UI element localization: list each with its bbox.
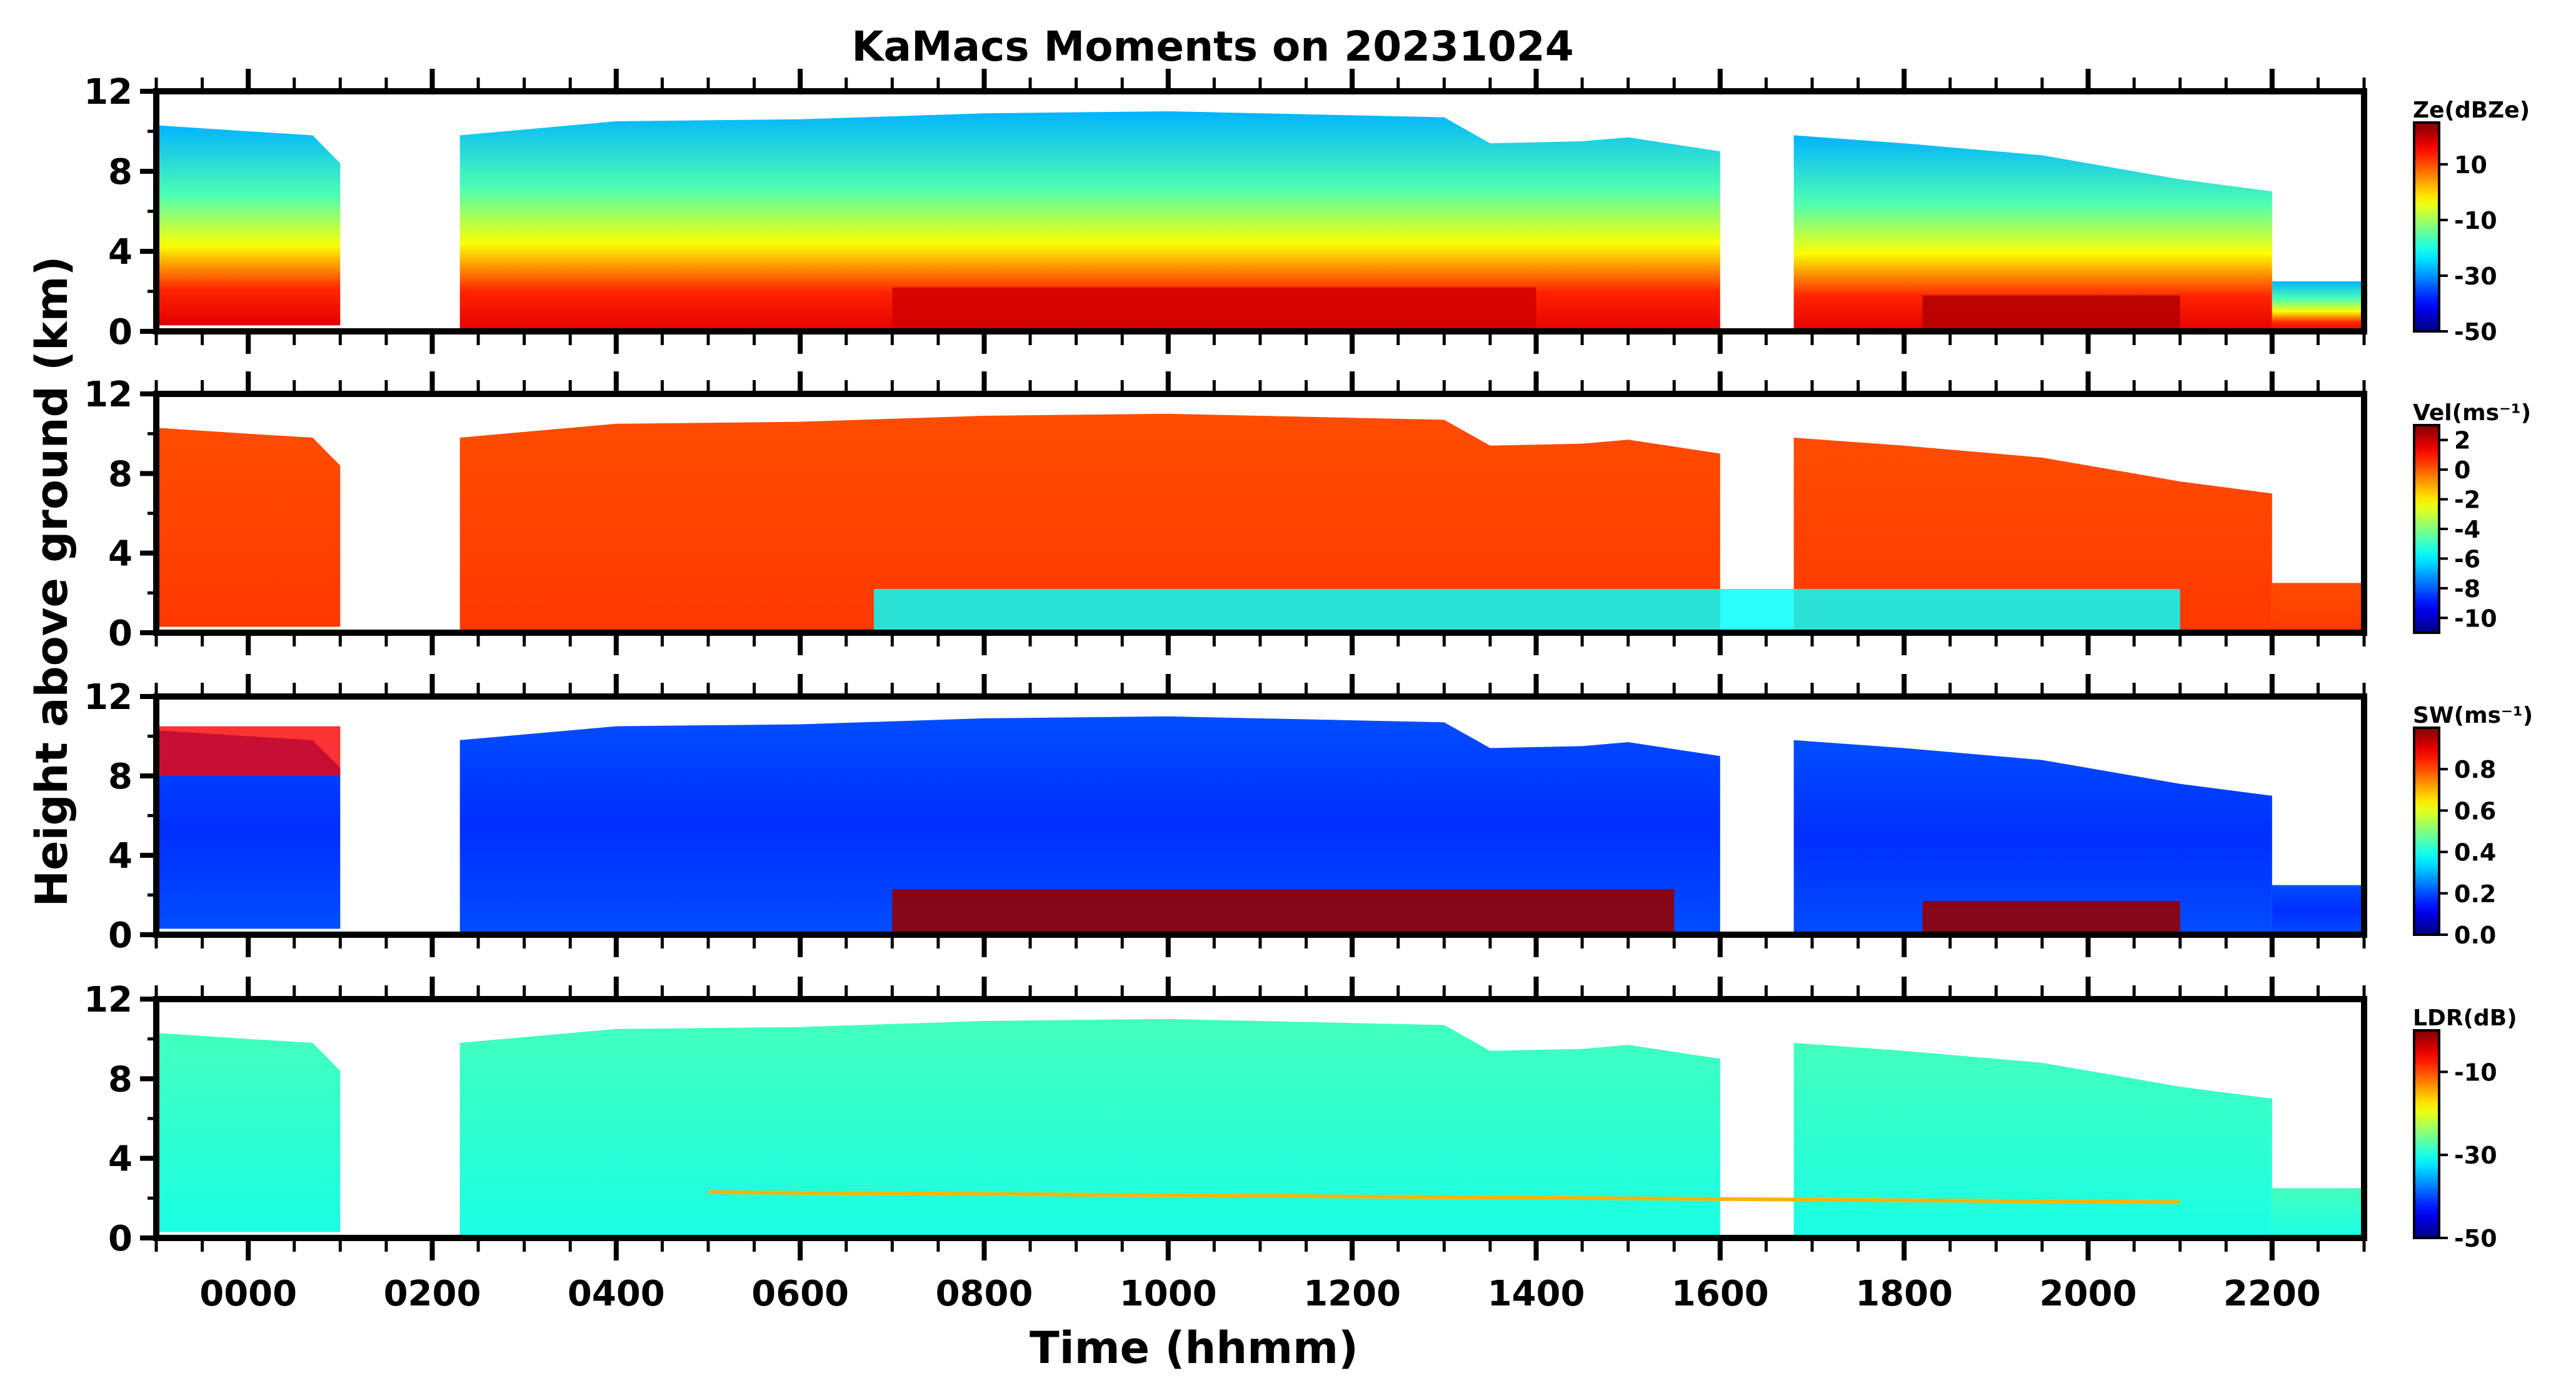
x-tick-label: 1000 [1120, 1274, 1217, 1314]
x-tick-label: 1400 [1488, 1274, 1585, 1314]
rain-band [873, 588, 2180, 633]
colorbar-label: SW(ms⁻¹) [2413, 703, 2533, 728]
y-tick-label: 12 [84, 980, 133, 1020]
echo-region [2272, 885, 2364, 935]
x-tick-label: 0600 [751, 1274, 849, 1314]
y-tick-label: 4 [108, 534, 133, 575]
x-tick-label: 2200 [2223, 1274, 2321, 1314]
y-tick-label: 4 [108, 836, 133, 877]
echo-region [459, 1018, 1720, 1238]
echo-region [459, 716, 1720, 935]
y-tick-label: 8 [108, 1059, 133, 1100]
colorbar-tick-label: 0.0 [2454, 922, 2496, 949]
melting-layer [708, 1190, 2180, 1204]
colorbar-tick-label: -10 [2454, 1059, 2497, 1086]
high-sw-region [156, 726, 341, 776]
colorbar-tick-label: -50 [2454, 1225, 2497, 1252]
colorbar-label: LDR(dB) [2413, 1005, 2517, 1031]
chart-title: KaMacs Moments on 20231024 [851, 23, 1574, 71]
rain-band [1922, 295, 2180, 331]
echo-region [1793, 1043, 2272, 1238]
echo-region [156, 428, 341, 627]
colorbar [2413, 1029, 2440, 1239]
colorbar-tick-label: -30 [2454, 263, 2497, 290]
y-tick-label: 8 [108, 757, 133, 797]
x-tick-label: 0800 [936, 1274, 1033, 1314]
echo-region [156, 1033, 341, 1232]
colorbar-tick-label: -6 [2454, 545, 2480, 573]
colorbar-tick-label: -8 [2454, 575, 2480, 603]
colorbar-tick-label: 0.4 [2454, 839, 2496, 867]
colorbar-tick-label: 10 [2454, 151, 2487, 179]
x-tick-label: 1800 [1855, 1274, 1953, 1314]
colorbar-tick-label: -4 [2454, 516, 2480, 543]
echo-region [459, 413, 1720, 633]
colorbar-label: Ze(dBZe) [2413, 98, 2530, 123]
colorbar [2413, 121, 2440, 333]
y-tick-label: 0 [108, 915, 133, 956]
echo-region [156, 730, 341, 929]
rain-band [1922, 901, 2180, 935]
rain-band [892, 888, 1675, 935]
colorbar-tick-label: 2 [2454, 427, 2470, 455]
echo-region [1793, 740, 2272, 935]
y-tick-label: 4 [108, 1139, 133, 1180]
colorbar-tick-label: 0.8 [2454, 756, 2496, 783]
x-tick-label: 1600 [1671, 1274, 1769, 1314]
y-tick-label: 8 [108, 152, 133, 193]
colorbar-tick-label: -10 [2454, 605, 2497, 632]
x-tick-label: 0000 [199, 1274, 297, 1314]
colorbar-tick-label: -50 [2454, 318, 2497, 346]
colorbar-tick-label: 0.6 [2454, 797, 2496, 825]
y-tick-label: 0 [108, 1219, 133, 1259]
x-tick-label: 2000 [2040, 1274, 2137, 1314]
x-axis-label: Time (hhmm) [1029, 1322, 1359, 1374]
x-tick-label: 0200 [384, 1274, 481, 1314]
colorbar-tick-label: -10 [2454, 207, 2497, 234]
colorbar-tick-label: -30 [2454, 1142, 2497, 1169]
x-tick-label: 1200 [1303, 1274, 1401, 1314]
y-axis-label: Height above ground (km) [26, 256, 78, 907]
y-tick-label: 4 [108, 232, 133, 273]
colorbar-tick-label: 0.2 [2454, 880, 2496, 908]
colorbar [2413, 727, 2440, 936]
echo-region [156, 125, 341, 326]
echo-region [2272, 1188, 2364, 1238]
y-tick-label: 12 [84, 677, 133, 718]
echo-region [2272, 281, 2364, 331]
echo-region [2272, 583, 2364, 633]
y-tick-label: 8 [108, 454, 133, 495]
y-tick-label: 0 [108, 613, 133, 654]
y-tick-label: 12 [84, 375, 133, 415]
colorbar [2413, 424, 2440, 634]
rain-band [892, 287, 1536, 331]
y-tick-label: 12 [84, 72, 133, 113]
colorbar-tick-label: 0 [2454, 456, 2470, 484]
colorbar-label: Vel(ms⁻¹) [2413, 400, 2531, 426]
echo-region [459, 111, 1720, 331]
echo-region [1793, 135, 2272, 331]
y-tick-label: 0 [108, 312, 133, 353]
x-tick-label: 0400 [568, 1274, 665, 1314]
echo-region [1793, 438, 2272, 633]
colorbar-tick-label: -2 [2454, 486, 2480, 514]
